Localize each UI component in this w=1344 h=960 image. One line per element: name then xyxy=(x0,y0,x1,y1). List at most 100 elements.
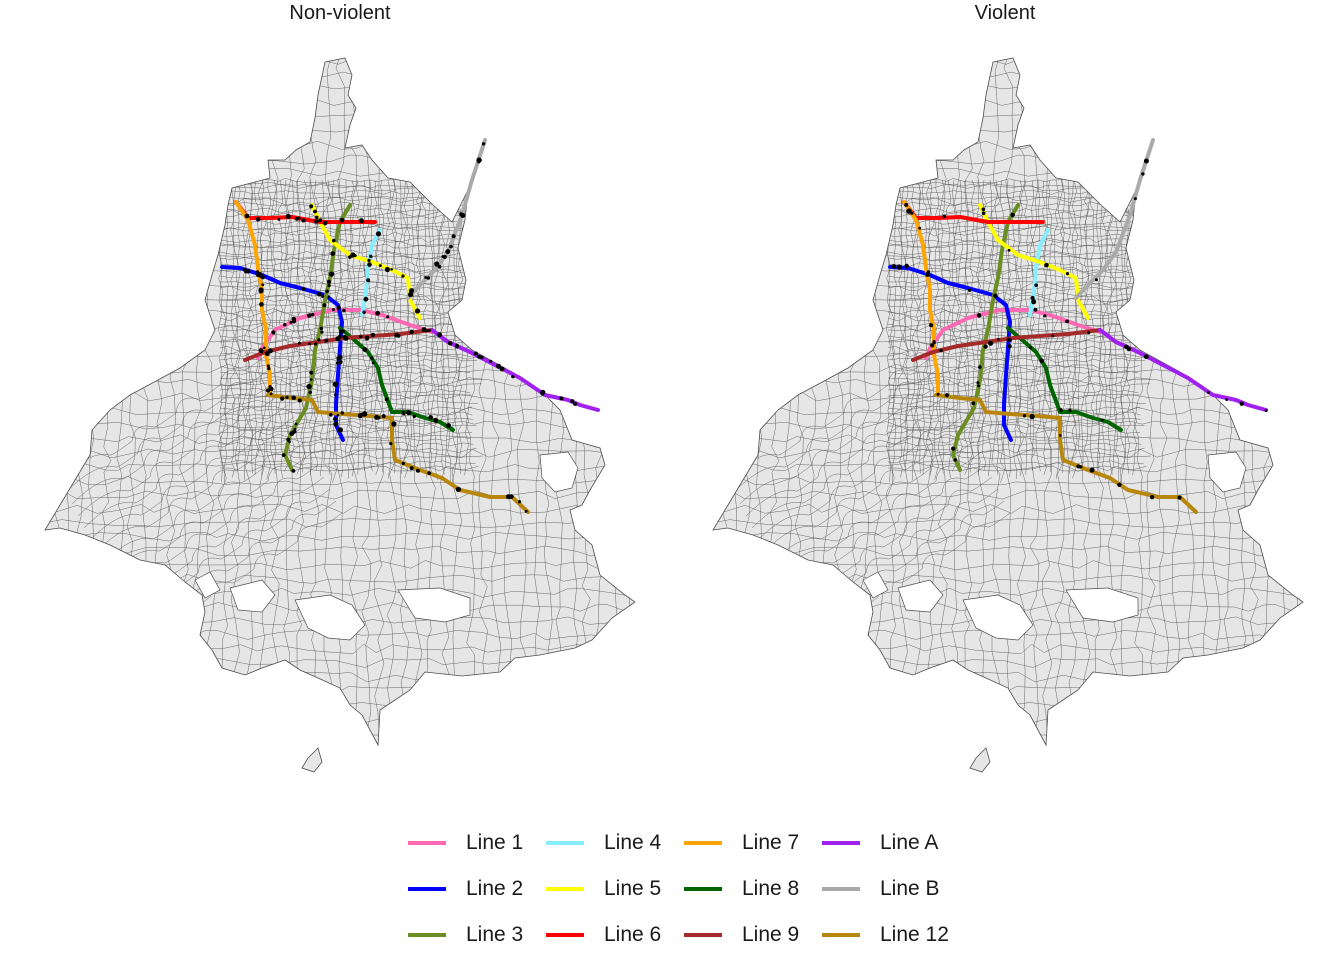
incident-point xyxy=(904,202,909,207)
incident-point xyxy=(1007,344,1012,349)
incident-point xyxy=(261,283,265,287)
incident-point xyxy=(314,219,319,224)
incident-point xyxy=(447,340,453,346)
incident-point xyxy=(293,427,297,431)
incident-point xyxy=(446,423,451,428)
incident-point xyxy=(313,209,317,214)
incident-point xyxy=(375,231,382,237)
incident-point xyxy=(285,395,289,400)
incident-point xyxy=(932,340,936,344)
incident-point xyxy=(409,329,414,334)
incident-point xyxy=(359,412,364,416)
incident-point xyxy=(386,315,390,319)
incident-point xyxy=(1065,272,1070,276)
legend-key-swatch xyxy=(822,841,860,845)
incident-point xyxy=(321,295,325,298)
incident-point xyxy=(316,291,322,297)
incident-point xyxy=(1043,314,1047,318)
incident-point xyxy=(460,213,466,218)
incident-point xyxy=(1149,495,1155,500)
incident-point xyxy=(434,261,440,267)
incident-point xyxy=(454,343,460,349)
unmapped-area xyxy=(862,571,889,599)
incident-point xyxy=(291,430,296,434)
route-line-7 xyxy=(902,200,940,397)
incident-point xyxy=(324,338,329,343)
incident-point xyxy=(1022,414,1027,418)
incident-point xyxy=(929,323,934,328)
route-line-5 xyxy=(978,203,1090,320)
incident-point xyxy=(1076,464,1081,469)
route-line-8 xyxy=(1006,326,1123,432)
incident-point xyxy=(297,216,301,220)
incident-point xyxy=(993,293,998,298)
incident-point xyxy=(427,471,432,475)
incident-point xyxy=(1065,319,1069,324)
incident-point xyxy=(983,344,988,349)
incident-point xyxy=(1133,197,1137,201)
incident-point xyxy=(269,392,273,396)
incident-point xyxy=(481,142,486,146)
incident-point xyxy=(332,381,339,387)
incident-point xyxy=(1031,299,1037,305)
incident-point xyxy=(340,411,344,415)
incident-point xyxy=(509,494,514,499)
incident-point xyxy=(381,414,386,419)
incident-point xyxy=(371,361,375,365)
incident-point xyxy=(433,417,439,423)
legend-label: Line 6 xyxy=(604,923,662,946)
incident-point xyxy=(455,486,462,493)
legend-item-line-8: Line 8 xyxy=(684,874,799,904)
unmapped-area xyxy=(1065,587,1139,623)
incident-point xyxy=(1225,398,1228,401)
incident-point xyxy=(408,288,415,294)
incident-point xyxy=(384,266,390,273)
incident-point xyxy=(334,393,337,397)
incident-point xyxy=(951,446,956,451)
incident-point xyxy=(315,215,319,220)
incident-point xyxy=(406,410,412,416)
incident-point xyxy=(1039,358,1044,364)
incident-point xyxy=(375,310,380,316)
incident-point xyxy=(362,310,366,314)
incident-point xyxy=(409,466,414,471)
incident-point xyxy=(976,381,980,385)
legend-label: Line 2 xyxy=(466,877,524,900)
incident-point xyxy=(1264,409,1268,412)
incident-point xyxy=(266,364,270,368)
incident-point xyxy=(441,255,445,258)
incident-point xyxy=(306,383,312,390)
legend-label: Line A xyxy=(880,831,939,854)
incident-point xyxy=(412,414,416,419)
incident-point xyxy=(953,458,957,462)
incident-points xyxy=(891,158,1268,500)
panel-title-non-violent: Non-violent xyxy=(289,2,391,24)
incident-point xyxy=(1059,408,1063,412)
incident-point xyxy=(332,251,336,255)
legend-key-swatch xyxy=(408,841,446,845)
legend-key-swatch xyxy=(408,887,446,891)
incident-point xyxy=(976,313,982,318)
incident-point xyxy=(988,340,994,346)
incident-point xyxy=(906,208,912,214)
incident-point xyxy=(325,289,329,294)
legend-label: Line 4 xyxy=(604,831,662,854)
incident-point xyxy=(1010,212,1015,218)
incident-point xyxy=(1239,401,1244,406)
incident-point xyxy=(1029,414,1035,420)
incident-point xyxy=(283,323,287,327)
incident-point xyxy=(489,359,493,363)
incident-point xyxy=(401,274,405,278)
incident-point xyxy=(1143,158,1149,164)
city-outline xyxy=(44,57,636,747)
incident-point xyxy=(301,287,306,291)
incident-point xyxy=(329,271,335,277)
incident-point xyxy=(1033,307,1038,312)
incident-point xyxy=(277,218,281,221)
incident-point xyxy=(942,214,947,219)
incident-point xyxy=(335,361,339,365)
incident-point xyxy=(417,469,420,473)
legend-key-swatch xyxy=(684,841,722,845)
incident-point xyxy=(374,414,380,420)
legend-item-line-4: Line 4 xyxy=(546,828,661,858)
